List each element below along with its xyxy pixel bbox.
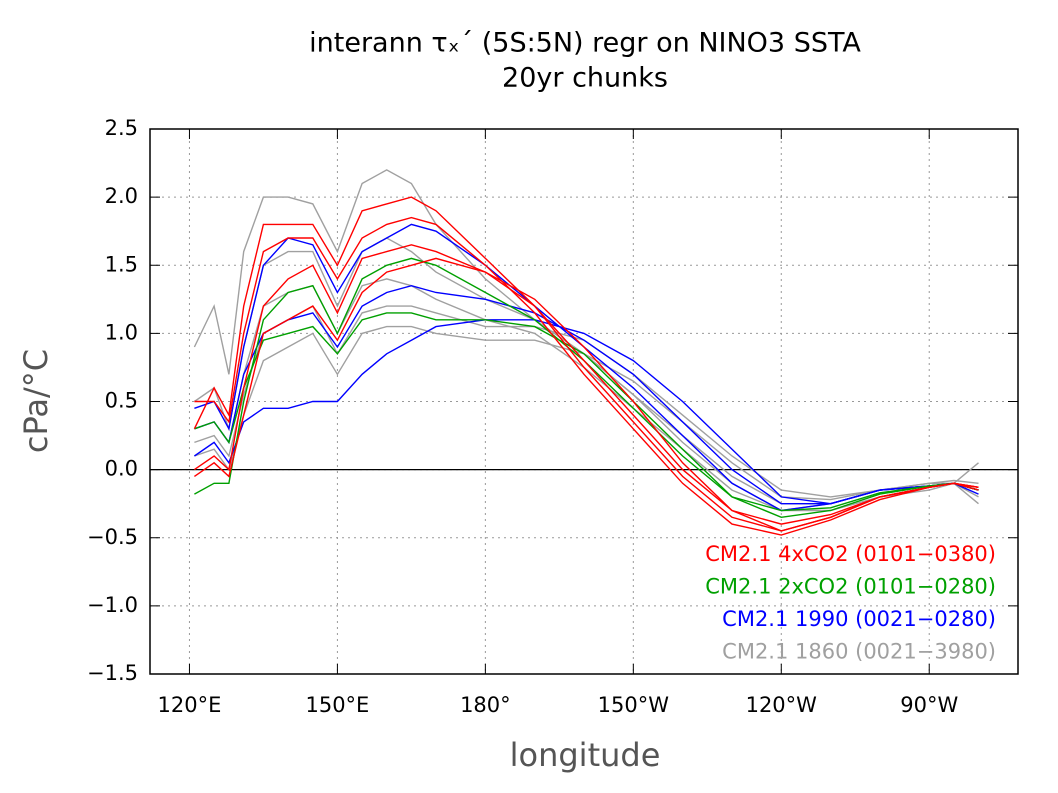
y-tick-label: 1.5 [105,252,138,276]
series-line [194,257,979,519]
chart-subtitle: 20yr chunks [502,63,668,94]
series-line [194,244,979,525]
legend-entry: CM2.1 2xCO2 (0101−0280) [705,575,996,599]
y-tick-label: 2.5 [105,116,138,140]
y-tick-label: −1.5 [87,661,138,685]
series-line [194,284,979,505]
x-axis-label: longitude [510,736,661,774]
series-line [194,257,979,532]
x-tick-label: 120°W [746,693,818,717]
series-line [193,169,979,512]
y-tick-label: −0.5 [87,525,138,549]
legend-entry: CM2.1 1860 (0021−3980) [722,640,996,664]
y-axis-label: cPa/°C [17,349,55,453]
legend-entry: CM2.1 1990 (0021−0280) [722,607,996,631]
series-line [194,325,979,505]
x-tick-label: 180° [460,693,511,717]
y-tick-label: 1.0 [105,320,138,344]
x-tick-label: 150°W [598,693,670,717]
x-tick-label: 150°E [305,693,369,717]
plot-frame [149,128,1019,675]
series-line [194,216,979,536]
y-tick-label: 0.0 [105,457,138,481]
legend-entry: CM2.1 4xCO2 (0101−0380) [705,542,996,566]
y-tick-label: −1.0 [87,593,138,617]
chart-title: interann τₓ´ (5S:5N) regr on NINO3 SSTA [309,28,861,59]
series-line [194,223,979,512]
y-tick-label: 0.5 [105,389,138,413]
y-tick-label: 2.0 [105,184,138,208]
x-tick-label: 90°W [900,693,958,717]
series-line [194,319,979,505]
x-tick-label: 120°E [158,693,222,717]
